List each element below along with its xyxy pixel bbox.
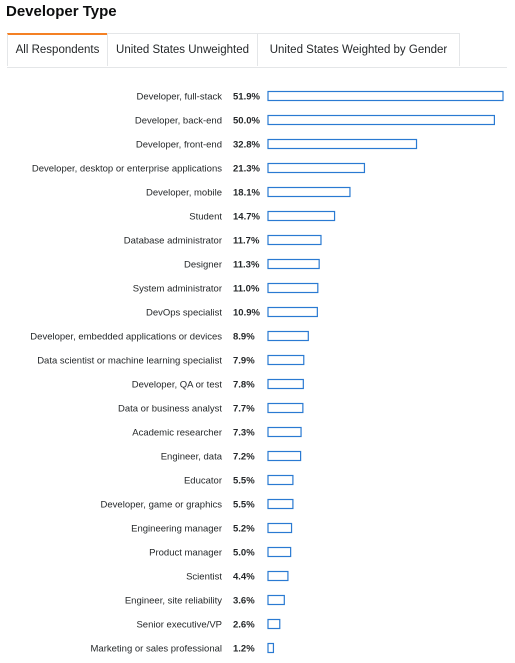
bar xyxy=(267,618,281,630)
value-label: 21.3% xyxy=(233,164,260,175)
value-label: 18.1% xyxy=(233,188,260,199)
chart-title: Developer Type xyxy=(6,3,117,20)
category-label: Developer, desktop or enterprise applica… xyxy=(32,164,222,175)
category-label: Data scientist or machine learning speci… xyxy=(37,356,222,367)
value-label: 1.2% xyxy=(233,644,255,655)
bar xyxy=(267,522,293,534)
category-label: Engineer, site reliability xyxy=(125,596,222,607)
category-label: Student xyxy=(189,212,222,223)
bar xyxy=(267,546,292,558)
category-label: Developer, embedded applications or devi… xyxy=(30,332,222,343)
bar xyxy=(267,378,304,390)
value-label: 7.8% xyxy=(233,380,255,391)
value-label: 7.7% xyxy=(233,404,255,415)
value-label: 7.3% xyxy=(233,428,255,439)
value-label: 10.9% xyxy=(233,308,260,319)
category-label: Engineer, data xyxy=(161,452,223,463)
category-label: System administrator xyxy=(133,284,222,295)
bar xyxy=(267,498,294,510)
bar xyxy=(267,90,504,102)
value-label: 4.4% xyxy=(233,572,255,583)
category-label: Engineering manager xyxy=(131,524,222,535)
value-label: 5.5% xyxy=(233,500,255,511)
bar xyxy=(267,474,294,486)
category-label: DevOps specialist xyxy=(146,308,222,319)
category-label: Developer, game or graphics xyxy=(101,500,223,511)
category-label: Database administrator xyxy=(124,236,222,247)
developer-type-bar-chart: Developer, full-stack 51.9% Developer, bac… xyxy=(30,90,504,655)
value-label: 14.7% xyxy=(233,212,260,223)
value-label: 50.0% xyxy=(233,116,260,127)
category-label: Developer, full-stack xyxy=(136,92,222,103)
value-label: 11.0% xyxy=(233,284,260,295)
value-label: 2.6% xyxy=(233,620,255,631)
bar xyxy=(267,114,495,126)
tab-us-unweighted[interactable]: United States Unweighted xyxy=(107,33,258,66)
bar xyxy=(267,594,285,606)
value-label: 11.3% xyxy=(233,260,260,271)
bar xyxy=(267,402,304,414)
category-label: Senior executive/VP xyxy=(136,620,222,631)
bar xyxy=(267,330,309,342)
bar xyxy=(267,186,351,198)
bar xyxy=(267,234,322,246)
bar xyxy=(267,426,302,438)
bar xyxy=(267,306,318,318)
category-label: Developer, mobile xyxy=(146,188,222,199)
value-label: 11.7% xyxy=(233,236,260,247)
respondent-tabs: All Respondents United States Unweighted… xyxy=(7,33,507,68)
value-label: 5.5% xyxy=(233,476,255,487)
category-label: Developer, back-end xyxy=(135,116,222,127)
bar xyxy=(267,354,305,366)
category-label: Scientist xyxy=(186,572,222,583)
value-label: 32.8% xyxy=(233,140,260,151)
value-label: 5.2% xyxy=(233,524,255,535)
value-label: 3.6% xyxy=(233,596,255,607)
tab-all-respondents[interactable]: All Respondents xyxy=(7,33,108,66)
bar xyxy=(267,570,289,582)
category-label: Educator xyxy=(184,476,222,487)
category-label: Developer, QA or test xyxy=(132,380,223,391)
category-label: Product manager xyxy=(149,548,222,559)
category-label: Marketing or sales professional xyxy=(91,644,222,655)
value-label: 51.9% xyxy=(233,92,260,103)
bar xyxy=(267,162,366,174)
category-label: Developer, front-end xyxy=(136,140,222,151)
bar xyxy=(267,450,302,462)
bar xyxy=(267,258,320,270)
bar xyxy=(267,138,418,150)
bar xyxy=(267,642,275,654)
category-label: Academic researcher xyxy=(132,428,222,439)
bar xyxy=(267,210,336,222)
value-label: 7.9% xyxy=(233,356,255,367)
category-label: Data or business analyst xyxy=(118,404,222,415)
bar xyxy=(267,282,319,294)
value-label: 5.0% xyxy=(233,548,255,559)
value-label: 8.9% xyxy=(233,332,255,343)
tab-us-weighted-gender[interactable]: United States Weighted by Gender xyxy=(257,33,460,66)
category-label: Designer xyxy=(184,260,222,271)
value-label: 7.2% xyxy=(233,452,255,463)
